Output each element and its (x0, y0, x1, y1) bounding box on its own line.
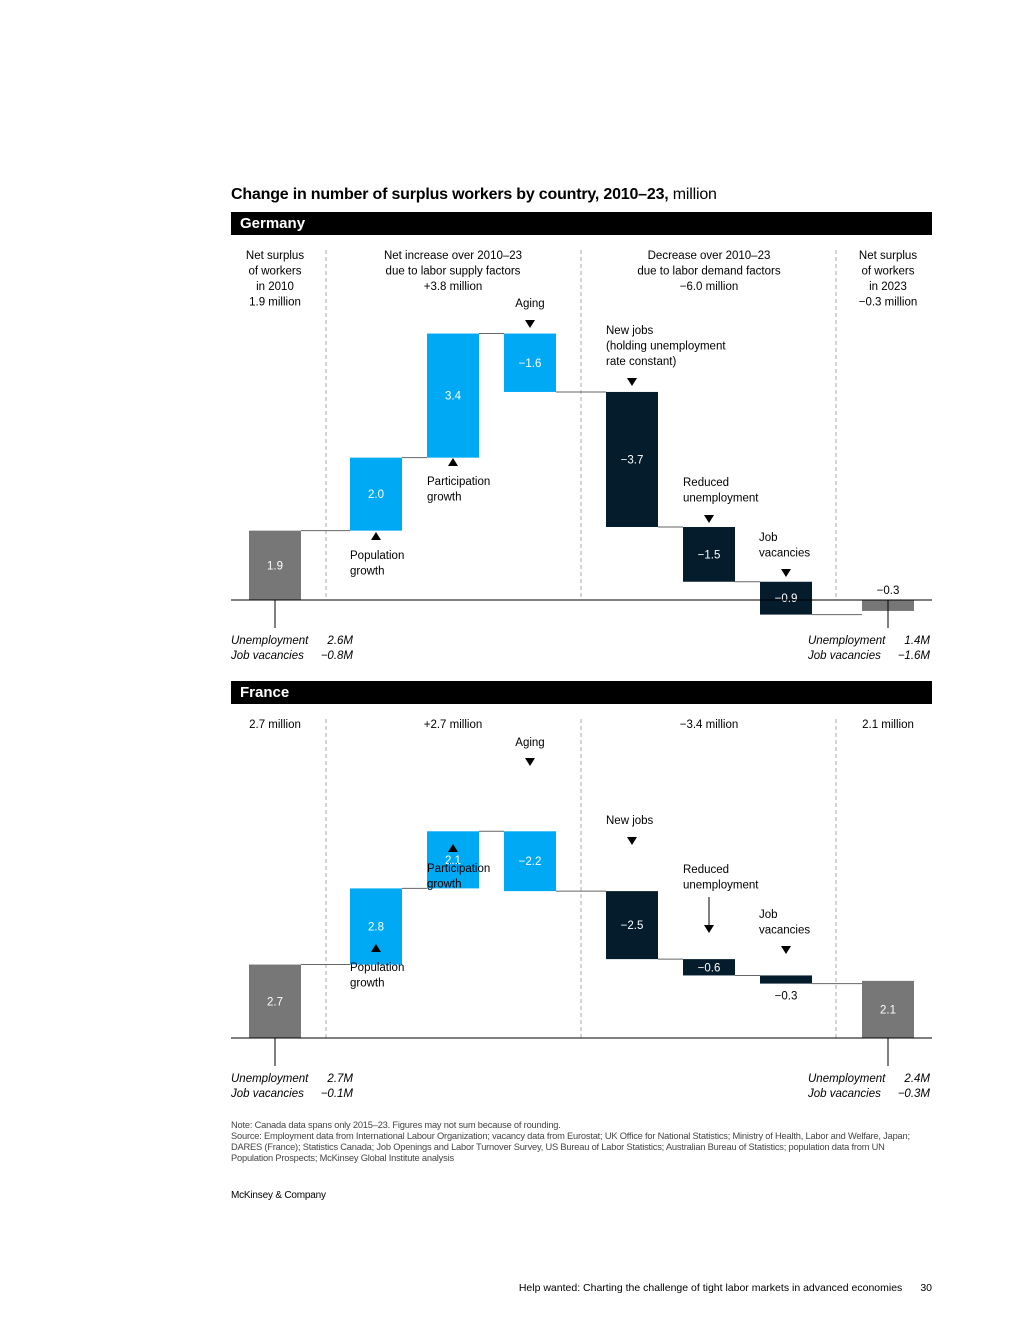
step-label-job: Job vacancies (759, 909, 810, 937)
footnote-right-value: −0.3M (898, 1088, 931, 1100)
bar-total (249, 964, 301, 1038)
footnote-right-label: Job vacancies (807, 1088, 881, 1100)
footnote-right-label: Unemployment (808, 635, 886, 647)
arrow-down-icon (525, 320, 535, 328)
chart-title: Change in number of surplus workers by c… (231, 186, 717, 204)
arrow-down-icon (781, 569, 791, 577)
country-banner-france: France (231, 681, 932, 704)
bar-value-label: 2.8 (368, 921, 384, 933)
section-header-0: 2.7 million (249, 719, 301, 731)
bar-value-label: 2.0 (368, 489, 384, 501)
footnote-left-value: −0.8M (321, 650, 354, 662)
bar-aging (504, 831, 556, 892)
step-label-reduced: Reduced unemployment (683, 477, 759, 505)
bar-population (350, 457, 402, 531)
bar-value-label: −1.6 (519, 358, 542, 370)
section-header-2: −3.4 million (680, 719, 739, 731)
step-label-aging: Aging (515, 737, 544, 749)
footnote-left-value: −0.1M (321, 1088, 354, 1100)
bar-reduced (683, 959, 735, 976)
page-number: 30 (920, 1282, 932, 1294)
footnote-left-label: Unemployment (231, 1073, 309, 1085)
bar-value-label: −2.5 (621, 920, 644, 932)
arrow-up-icon (448, 458, 458, 466)
footnote-right-value: −1.6M (898, 650, 931, 662)
footnote-right-value: 2.4M (903, 1073, 930, 1085)
bar-value-label: −0.9 (775, 593, 798, 605)
bar-value-label: −1.5 (698, 549, 721, 561)
step-label-new-jobs: New jobs (606, 815, 654, 827)
bar-value-label: −0.6 (698, 962, 721, 974)
bar-participation (427, 333, 479, 458)
chart-title-unit: million (672, 186, 717, 203)
bar-value-label: 2.1 (880, 1004, 896, 1016)
section-header-3: Net surplus of workers in 2023 −0.3 million (859, 250, 918, 309)
footnote-right-value: 1.4M (904, 635, 930, 647)
footnote-left-value: 2.6M (326, 635, 353, 647)
section-header-1: +2.7 million (424, 719, 483, 731)
waterfall-chart-germany: Net surplus of workers in 2010 1.9 million N… (230, 250, 932, 662)
bar-value-label: −0.3 (775, 991, 798, 1003)
arrow-down-icon (781, 946, 791, 954)
bar-value-label: 1.9 (267, 560, 283, 572)
bar-value-label: −0.3 (877, 585, 900, 597)
source-text: Source: Employment data from Internation… (231, 1131, 910, 1163)
footnote-left-label: Job vacancies (230, 650, 304, 662)
footnote-right-label: Unemployment (808, 1073, 886, 1085)
bar-value-label: −3.7 (621, 454, 644, 466)
section-header-2: Decrease over 2010–23 due to labor demand… (637, 250, 780, 293)
brand-name: McKinsey & Company (231, 1190, 326, 1201)
bar-value-label: −2.2 (519, 856, 542, 868)
bar-new-jobs (606, 391, 658, 527)
arrow-down-icon (525, 758, 535, 766)
arrow-up-icon (371, 532, 381, 540)
step-label-population: Population growth (350, 550, 404, 578)
section-header-0: Net surplus of workers in 2010 1.9 million (246, 250, 304, 309)
step-label-reduced: Reduced unemployment (683, 864, 759, 892)
bar-new-jobs (606, 891, 658, 960)
arrow-up-icon (371, 944, 381, 952)
bar-job (760, 581, 812, 615)
arrow-down-icon (627, 837, 637, 845)
footnote-block: Note: Canada data spans only 2015–23. Fi… (231, 1120, 921, 1164)
step-label-participation: Participation growth (427, 863, 490, 891)
bar-value-label: 2.7 (267, 996, 283, 1008)
chart-title-main: Change in number of surplus workers by c… (231, 186, 669, 203)
footnote-right-label: Job vacancies (807, 650, 881, 662)
page-footer: Help wanted: Charting the challenge of t… (519, 1282, 932, 1294)
footnote-left-label: Job vacancies (230, 1088, 304, 1100)
step-label-participation: Participation growth (427, 476, 490, 504)
note-text: Note: Canada data spans only 2015–23. Fi… (231, 1120, 561, 1130)
arrow-down-icon (627, 378, 637, 386)
bar-value-label: 2.1 (445, 855, 461, 867)
bar-reduced (683, 527, 735, 582)
footer-title: Help wanted: Charting the challenge of t… (518, 1282, 903, 1294)
footnote-left-label: Unemployment (231, 635, 309, 647)
bar-value-label: 3.4 (445, 391, 462, 403)
section-header-1: Net increase over 2010–23 due to labor su… (384, 250, 522, 293)
footnote-left-value: 2.7M (326, 1073, 353, 1085)
step-label-new-jobs: New jobs (holding unemployment rate consta… (606, 325, 726, 368)
bar-aging (504, 333, 556, 392)
step-label-population: Population growth (350, 962, 404, 990)
bar-total (862, 980, 914, 1038)
waterfall-chart-france: 2.7 million +2.7 million −3.4 million 2.1 m… (230, 719, 932, 1100)
bar-job (760, 975, 812, 984)
bar-total (249, 530, 301, 600)
country-banner-germany: Germany (231, 212, 932, 235)
arrow-up-icon (448, 844, 458, 852)
bar-participation (427, 831, 479, 889)
step-label-aging: Aging (515, 298, 544, 310)
arrow-down-icon (704, 925, 714, 933)
arrow-down-icon (704, 515, 714, 523)
section-header-3: 2.1 million (862, 719, 914, 731)
step-label-job: Job vacancies (759, 532, 810, 560)
